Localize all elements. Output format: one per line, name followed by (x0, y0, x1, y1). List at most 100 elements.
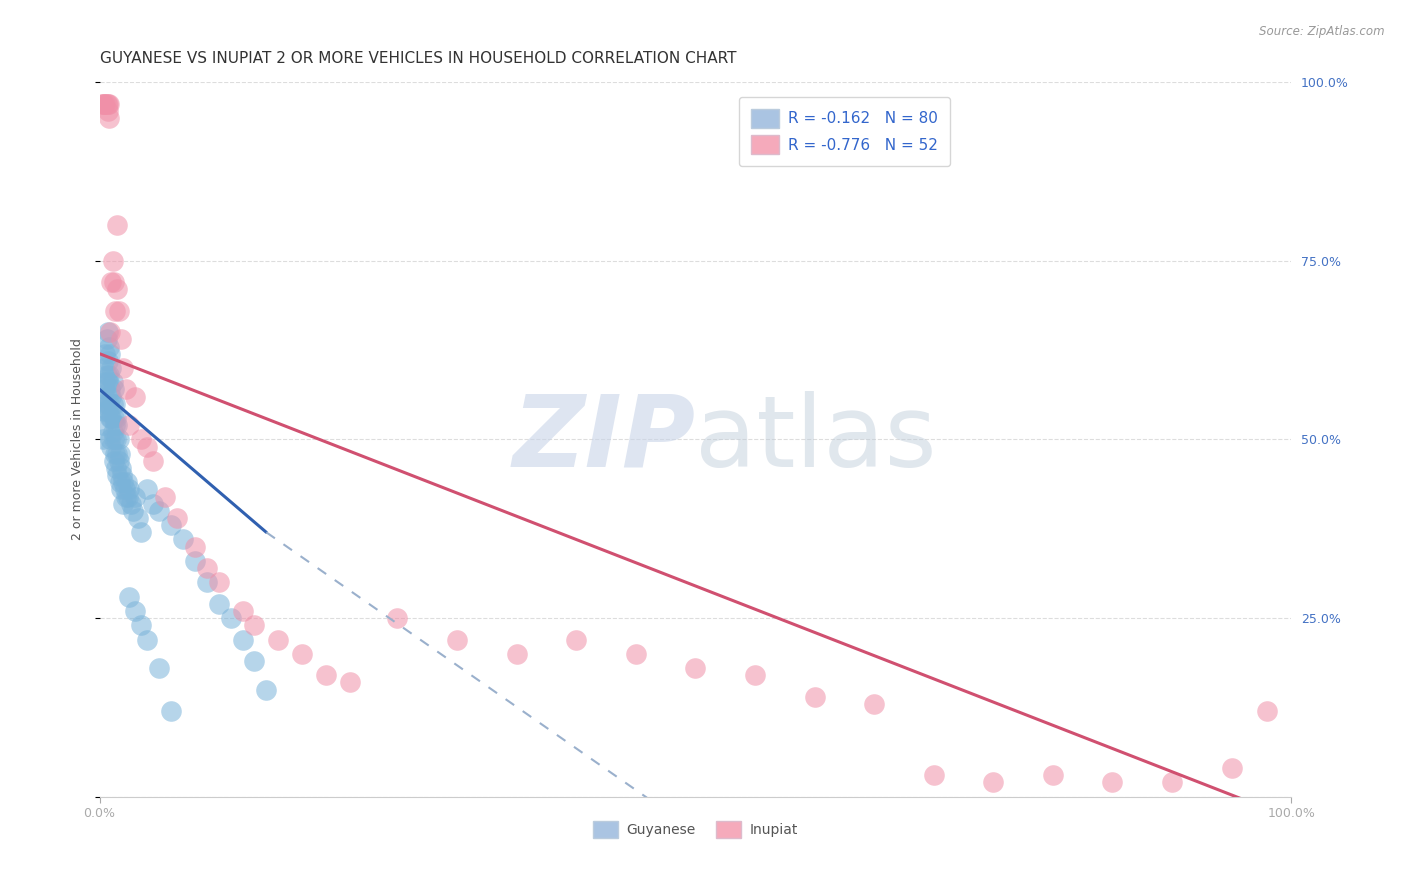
Point (184, 554, 207, 568)
Point (166, 511, 188, 525)
Text: atlas: atlas (696, 391, 936, 488)
Point (103, 275, 125, 289)
Point (101, 376, 124, 390)
Point (339, 675, 361, 690)
Point (91, 418, 114, 433)
Point (129, 433, 152, 447)
Point (1161, 775, 1184, 789)
Point (195, 575, 218, 590)
Point (97, 354, 120, 368)
Point (100, 440, 122, 454)
Point (148, 504, 170, 518)
Point (100, 275, 122, 289)
Point (446, 632, 468, 647)
Point (112, 497, 135, 511)
Point (103, 411, 125, 425)
Point (93, 404, 115, 418)
Point (98, 96, 121, 111)
Point (104, 303, 127, 318)
Point (93, 383, 115, 397)
Point (93, 361, 115, 376)
Point (142, 497, 165, 511)
Point (208, 575, 231, 590)
Point (505, 647, 527, 661)
Point (97, 376, 120, 390)
Point (136, 440, 159, 454)
Point (160, 704, 183, 718)
Point (105, 468, 128, 483)
Point (1256, 704, 1278, 718)
Point (97, 96, 120, 111)
Point (243, 654, 266, 668)
Point (107, 433, 129, 447)
Point (231, 604, 253, 618)
Point (219, 611, 242, 625)
Point (208, 597, 231, 611)
Point (195, 561, 218, 575)
Point (565, 632, 588, 647)
Point (103, 383, 125, 397)
Point (107, 303, 129, 318)
Point (105, 461, 128, 475)
Point (118, 483, 141, 497)
Point (90, 96, 112, 111)
Legend: Guyanese, Inupiat: Guyanese, Inupiat (588, 815, 803, 844)
Point (124, 390, 146, 404)
Point (108, 475, 131, 490)
Point (124, 490, 146, 504)
Point (90, 397, 112, 411)
Point (981, 775, 1004, 789)
Point (103, 454, 125, 468)
Point (98, 383, 121, 397)
Point (105, 282, 128, 296)
Point (744, 668, 766, 682)
Point (94, 390, 117, 404)
Point (98, 347, 121, 361)
Point (142, 454, 165, 468)
Point (127, 511, 149, 525)
Point (98, 433, 121, 447)
Point (803, 690, 825, 704)
Point (93, 96, 115, 111)
Point (105, 411, 128, 425)
Point (112, 475, 135, 490)
Point (97, 103, 120, 118)
Point (98, 411, 121, 425)
Point (105, 418, 128, 433)
Point (184, 540, 207, 554)
Point (101, 253, 124, 268)
Point (148, 661, 170, 675)
Point (98, 339, 121, 353)
Point (94, 96, 117, 111)
Point (863, 697, 886, 711)
Point (105, 447, 128, 461)
Point (101, 397, 124, 411)
Point (153, 490, 176, 504)
Point (100, 361, 122, 376)
Point (117, 490, 139, 504)
Point (96, 397, 118, 411)
Point (110, 483, 132, 497)
Point (96, 368, 118, 383)
Point (96, 332, 118, 346)
Point (104, 397, 127, 411)
Point (112, 361, 135, 376)
Point (922, 768, 945, 782)
Point (118, 418, 141, 433)
Point (120, 497, 142, 511)
Point (115, 475, 138, 490)
Point (107, 454, 129, 468)
Point (97, 325, 120, 339)
Point (98, 111, 121, 125)
Point (231, 632, 253, 647)
Text: GUYANESE VS INUPIAT 2 OR MORE VEHICLES IN HOUSEHOLD CORRELATION CHART: GUYANESE VS INUPIAT 2 OR MORE VEHICLES I… (100, 51, 735, 66)
Point (118, 590, 141, 604)
Point (122, 504, 145, 518)
Point (91, 433, 114, 447)
Point (104, 447, 127, 461)
Point (110, 461, 132, 475)
Point (98, 368, 121, 383)
Point (100, 411, 122, 425)
Point (91, 96, 114, 111)
Point (101, 425, 124, 440)
